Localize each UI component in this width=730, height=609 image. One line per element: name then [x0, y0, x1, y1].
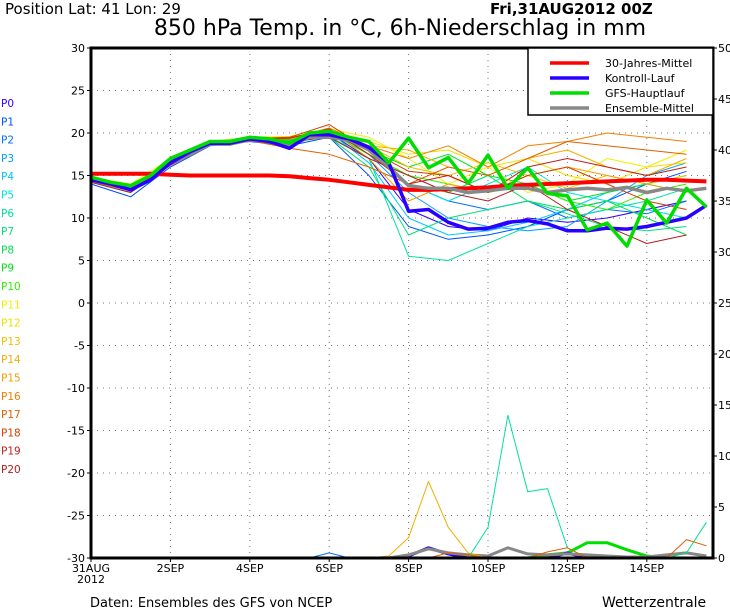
legend-box	[527, 47, 714, 116]
legend-label: Ensemble-Mittel	[605, 102, 694, 115]
y-left-tick-label: -30	[67, 552, 85, 565]
series-line-gfs-hauptlauf	[90, 129, 708, 248]
member-label-p2: P2	[1, 135, 14, 147]
y-left-tick-label: 30	[71, 42, 85, 55]
axes: 302520151050-5-10-15-20-25-3050454035302…	[67, 42, 730, 586]
y-left-tick-label: -5	[74, 340, 85, 353]
x-tick-label: 8SEP	[395, 562, 423, 575]
y-left-tick-label: -25	[67, 510, 85, 523]
x-tick-label: 12SEP	[550, 562, 585, 575]
member-label-p8: P8	[1, 244, 14, 256]
member-label-p14: P14	[1, 354, 21, 366]
member-label-p12: P12	[1, 318, 21, 330]
run-time: Fri,31AUG2012 00Z	[490, 0, 653, 18]
x-tick-label: 14SEP	[630, 562, 665, 575]
y-left-tick-label: 0	[78, 297, 85, 310]
member-label-p15: P15	[1, 373, 21, 385]
chart-title: 850 hPa Temp. in °C, 6h-Niederschlag in …	[154, 16, 646, 41]
y-right-tick-label: 0	[718, 552, 725, 565]
member-label-p11: P11	[1, 299, 21, 311]
y-right-tick-label: 50	[718, 42, 730, 55]
x-tick-label: 10SEP	[471, 562, 506, 575]
x-tick-label: 31AUG	[72, 562, 110, 575]
member-labels: P0 P1 P2 P3 P4 P5 P6 P7 P8 P9 P10 P11 P12 P13 P14 P15 P1…	[1, 98, 21, 476]
x-tick-label: 6SEP	[315, 562, 343, 575]
member-label-p10: P10	[1, 281, 21, 293]
y-left-tick-label: 25	[71, 85, 85, 98]
y-left-tick-label: -20	[67, 467, 85, 480]
y-left-tick-label: 20	[71, 127, 85, 140]
member-label-p4: P4	[1, 171, 14, 183]
legend: 30-Jahres-Mittel Kontroll-Lauf GFS-Hauptla…	[527, 47, 714, 116]
y-right-tick-label: 35	[718, 195, 730, 208]
member-label-p13: P13	[1, 336, 21, 348]
y-right-tick-label: 25	[718, 297, 730, 310]
y-right-tick-label: 15	[718, 399, 730, 412]
member-label-p7: P7	[1, 226, 14, 238]
member-label-p5: P5	[1, 190, 14, 202]
x-tick-label: 2SEP	[157, 562, 185, 575]
y-left-tick-label: -10	[67, 382, 85, 395]
main-lines	[90, 129, 708, 248]
member-label-p3: P3	[1, 153, 14, 165]
member-label-p0: P0	[1, 98, 14, 110]
brand-label: Wetterzentrale	[602, 595, 706, 609]
legend-label: GFS-Hauptlauf	[605, 87, 686, 100]
member-label-p17: P17	[1, 409, 21, 421]
y-right-tick-label: 5	[718, 501, 725, 514]
y-right-tick-label: 20	[718, 348, 730, 361]
y-left-tick-label: 10	[71, 212, 85, 225]
member-label-p20: P20	[1, 464, 21, 476]
y-left-tick-label: -15	[67, 425, 85, 438]
series-line-ensemble-mittel	[90, 135, 707, 195]
legend-label: Kontroll-Lauf	[605, 72, 676, 85]
data-source: Daten: Ensembles des GFS von NCEP	[90, 596, 332, 609]
y-left-tick-label: 15	[71, 170, 85, 183]
y-left-tick-label: 5	[78, 255, 85, 268]
y-right-tick-label: 40	[718, 144, 730, 157]
y-right-tick-label: 30	[718, 246, 730, 259]
member-label-p18: P18	[1, 427, 21, 439]
position-label: Position Lat: 41 Lon: 29	[5, 0, 181, 18]
y-right-tick-label: 10	[718, 450, 730, 463]
legend-label: 30-Jahres-Mittel	[605, 57, 692, 70]
x-tick-label: 4SEP	[236, 562, 264, 575]
member-label-p1: P1	[1, 116, 14, 128]
x-tick-year: 2012	[77, 573, 105, 586]
y-right-tick-label: 45	[718, 93, 730, 106]
member-label-p19: P19	[1, 446, 21, 458]
member-label-p9: P9	[1, 263, 14, 275]
member-label-p16: P16	[1, 391, 21, 403]
member-label-p6: P6	[1, 208, 14, 220]
